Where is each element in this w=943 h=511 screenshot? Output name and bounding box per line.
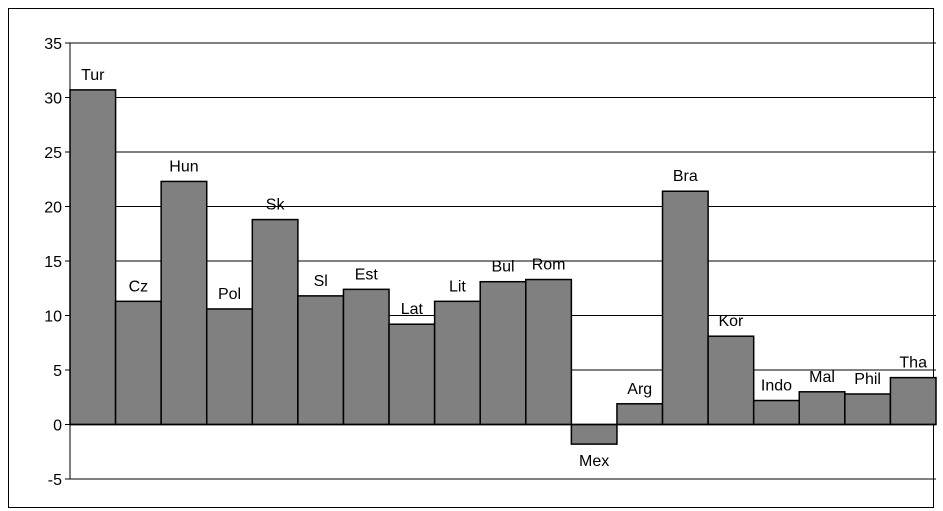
y-tick-label: 0 (53, 418, 62, 435)
bar-sk (251, 218, 299, 426)
data-label: Tha (899, 355, 927, 372)
data-label: Arg (627, 381, 652, 398)
bar-bul (479, 280, 527, 426)
data-label: Tur (81, 67, 105, 84)
bar-mex (570, 423, 618, 445)
data-label: Bul (491, 259, 514, 276)
data-label: Pol (218, 286, 241, 303)
bar-est (342, 288, 390, 426)
y-tick-label: -5 (48, 472, 62, 489)
bar-lit (433, 300, 481, 426)
bar-phil (844, 393, 892, 426)
data-label: Mex (579, 453, 609, 470)
data-label: Hun (169, 158, 198, 175)
bar-kor (707, 335, 755, 426)
y-tick-label: 35 (44, 36, 62, 53)
data-label: Indo (761, 378, 792, 395)
bar-cz (114, 300, 162, 426)
data-label: Est (355, 266, 379, 283)
y-tick-label: 20 (44, 200, 62, 217)
data-label: Sk (266, 197, 286, 214)
data-label: Lat (401, 301, 424, 318)
bar-tur (69, 89, 117, 426)
data-label: Mal (809, 369, 835, 386)
bar-pol (205, 308, 254, 426)
bar-mal (798, 391, 846, 426)
y-tick-label: 30 (44, 91, 62, 108)
y-tick-label: 15 (44, 254, 62, 271)
bar-hun (160, 180, 208, 426)
bar-bra (661, 190, 709, 426)
data-label: Rom (532, 257, 566, 274)
bar-lat (388, 323, 436, 426)
y-tick-label: 25 (44, 145, 62, 162)
y-tick-label: 10 (44, 309, 62, 326)
data-label: Sl (314, 273, 328, 290)
y-tick-label: 5 (53, 363, 62, 380)
bar-arg (616, 403, 664, 426)
bar-tha (889, 376, 937, 426)
data-label: Kor (718, 313, 744, 330)
data-label: Bra (673, 168, 698, 185)
data-label: Phil (854, 371, 881, 388)
data-label: Cz (129, 278, 149, 295)
bar-indo (752, 399, 801, 426)
data-label: Lit (449, 278, 466, 295)
bar-rom (525, 278, 573, 426)
bar-sl (297, 295, 345, 426)
